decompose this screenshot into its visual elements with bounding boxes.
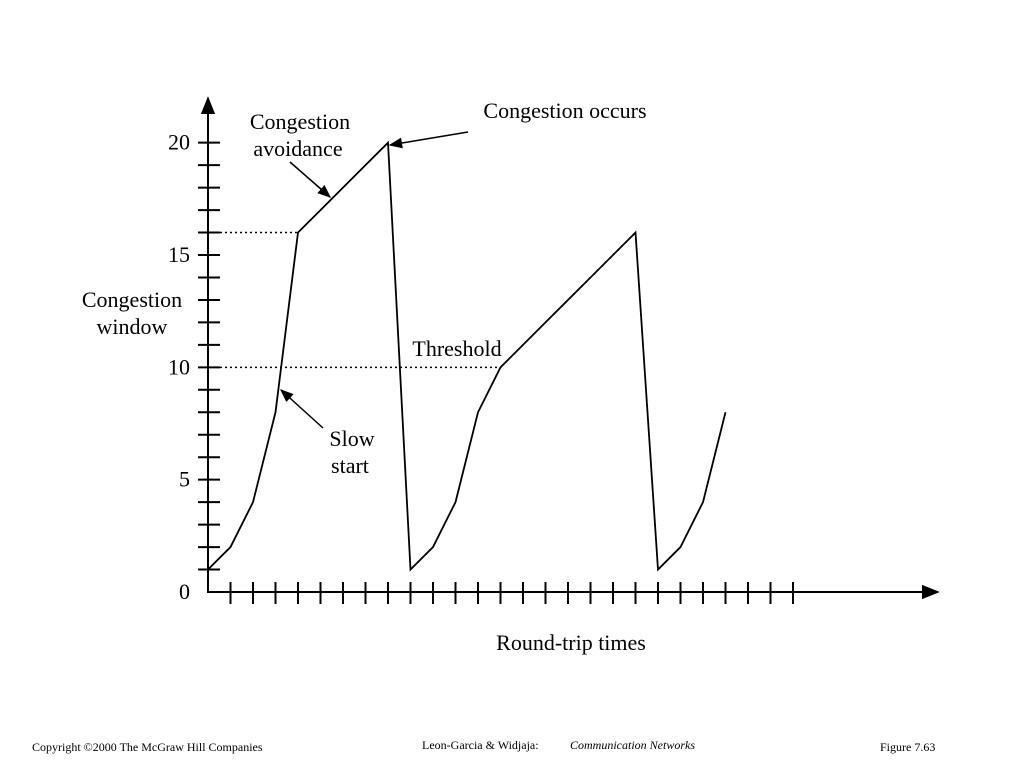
annotation: avoidance	[253, 136, 342, 161]
y-tick-label: 15	[168, 242, 190, 267]
data-line	[207, 140, 727, 572]
annotation-arrow	[388, 131, 469, 149]
annotation: Congestion	[250, 109, 350, 134]
y-tick-label: 20	[168, 130, 190, 155]
y-axis-label: window	[97, 314, 168, 339]
x-axis-label: Round-trip times	[496, 630, 646, 655]
annotation: Threshold	[412, 336, 501, 361]
y-tick-label: 5	[179, 467, 190, 492]
annotation: start	[331, 453, 369, 478]
footer-figure: Figure 7.63	[880, 740, 935, 754]
annotation-arrow	[279, 389, 324, 429]
footer-authors: Leon-Garcia & Widjaja:	[422, 738, 539, 752]
y-axis-label: Congestion	[82, 287, 182, 312]
annotation: Slow	[329, 426, 374, 451]
footer-copyright: Copyright ©2000 The McGraw Hill Companie…	[32, 740, 263, 754]
annotation: Congestion occurs	[483, 98, 646, 123]
footer-book: Communication Networks	[570, 738, 695, 752]
y-tick-label: 0	[179, 579, 190, 604]
y-tick-label: 10	[168, 354, 190, 379]
annotation-arrow	[289, 161, 332, 198]
